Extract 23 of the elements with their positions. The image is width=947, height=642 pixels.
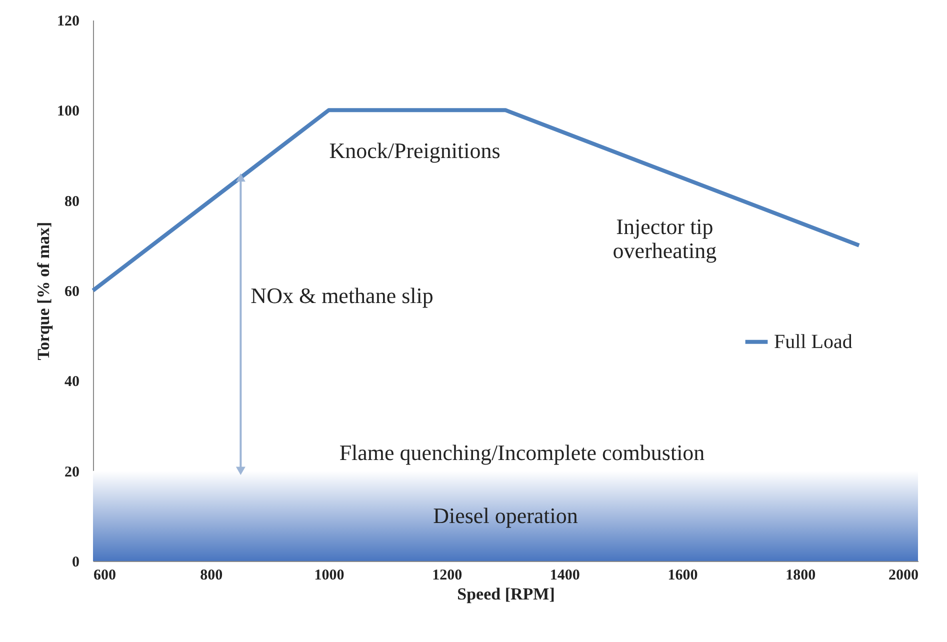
y-tick-label: 60 xyxy=(64,284,80,300)
annotation: Flame quenching/Incomplete combustion xyxy=(339,440,705,465)
y-tick-label: 80 xyxy=(64,194,80,210)
band-label: Diesel operation xyxy=(433,502,578,528)
y-tick-label: 120 xyxy=(57,14,80,30)
annotation: NOx & methane slip xyxy=(250,282,434,308)
y-axis-title: Torque [% of max] xyxy=(34,222,53,360)
annotation: Injector tip overheating xyxy=(612,214,717,264)
x-tick-label: 1200 xyxy=(432,568,462,584)
x-tick-label: 1600 xyxy=(668,568,698,584)
y-tick-label: 0 xyxy=(72,554,80,570)
legend-label: Full Load xyxy=(774,330,852,353)
y-tick-label: 40 xyxy=(64,374,80,390)
y-tick-label: 100 xyxy=(57,104,80,120)
x-tick-label: 1000 xyxy=(314,568,344,584)
y-tick-label: 20 xyxy=(64,464,80,480)
x-tick-label: 800 xyxy=(200,568,223,584)
x-axis-title: Speed [RPM] xyxy=(457,584,555,604)
x-tick-label: 600 xyxy=(94,568,116,584)
x-tick-label: 2000 xyxy=(888,568,918,584)
x-tick-label: 1800 xyxy=(786,568,816,584)
x-tick-label: 1400 xyxy=(550,568,580,584)
annotation: Knock/Preignitions xyxy=(329,138,500,163)
